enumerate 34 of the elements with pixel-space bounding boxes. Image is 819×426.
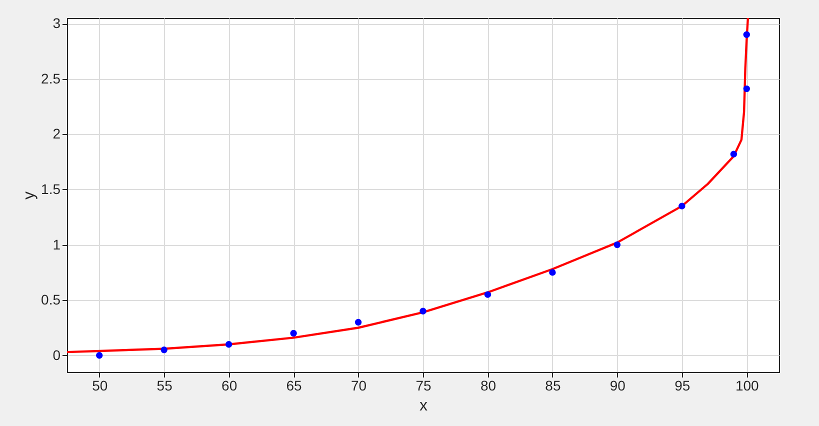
point bbox=[549, 269, 556, 276]
x-tick-label: 50 bbox=[92, 378, 108, 394]
point bbox=[96, 352, 103, 359]
point bbox=[743, 85, 750, 92]
y-tick-label: 3 bbox=[52, 15, 61, 32]
x-tick-label: 70 bbox=[350, 378, 367, 394]
line-series bbox=[67, 18, 750, 354]
point bbox=[614, 241, 621, 248]
x-axis-title: x bbox=[420, 398, 428, 414]
point bbox=[743, 31, 750, 38]
y-tick-label: 0 bbox=[52, 346, 61, 363]
point bbox=[354, 318, 362, 326]
x-tick-label: 55 bbox=[156, 378, 173, 394]
x-tick-label: 60 bbox=[222, 378, 238, 394]
x-tick-label: 100 bbox=[735, 378, 760, 394]
x-tick-label: 80 bbox=[480, 378, 496, 394]
y-tick-label: 1.5 bbox=[41, 180, 61, 197]
x-tick-label: 90 bbox=[610, 378, 626, 394]
x-tick-label: 65 bbox=[286, 378, 302, 394]
y-axis-title: y bbox=[21, 192, 38, 200]
x-tick-label: 95 bbox=[674, 378, 690, 394]
point bbox=[290, 330, 297, 337]
y-tick-label: 1 bbox=[52, 236, 61, 252]
point bbox=[484, 291, 492, 298]
point bbox=[225, 340, 232, 348]
point bbox=[160, 346, 168, 354]
x-tick-label: 75 bbox=[416, 378, 432, 394]
y-tick-label: 2.5 bbox=[41, 70, 61, 86]
y-tick-label: 2 bbox=[52, 126, 61, 142]
y-tick-label: 0.5 bbox=[41, 292, 61, 308]
point bbox=[678, 202, 686, 210]
x-tick-label: 85 bbox=[545, 378, 561, 394]
point bbox=[730, 150, 738, 158]
point bbox=[420, 308, 426, 315]
